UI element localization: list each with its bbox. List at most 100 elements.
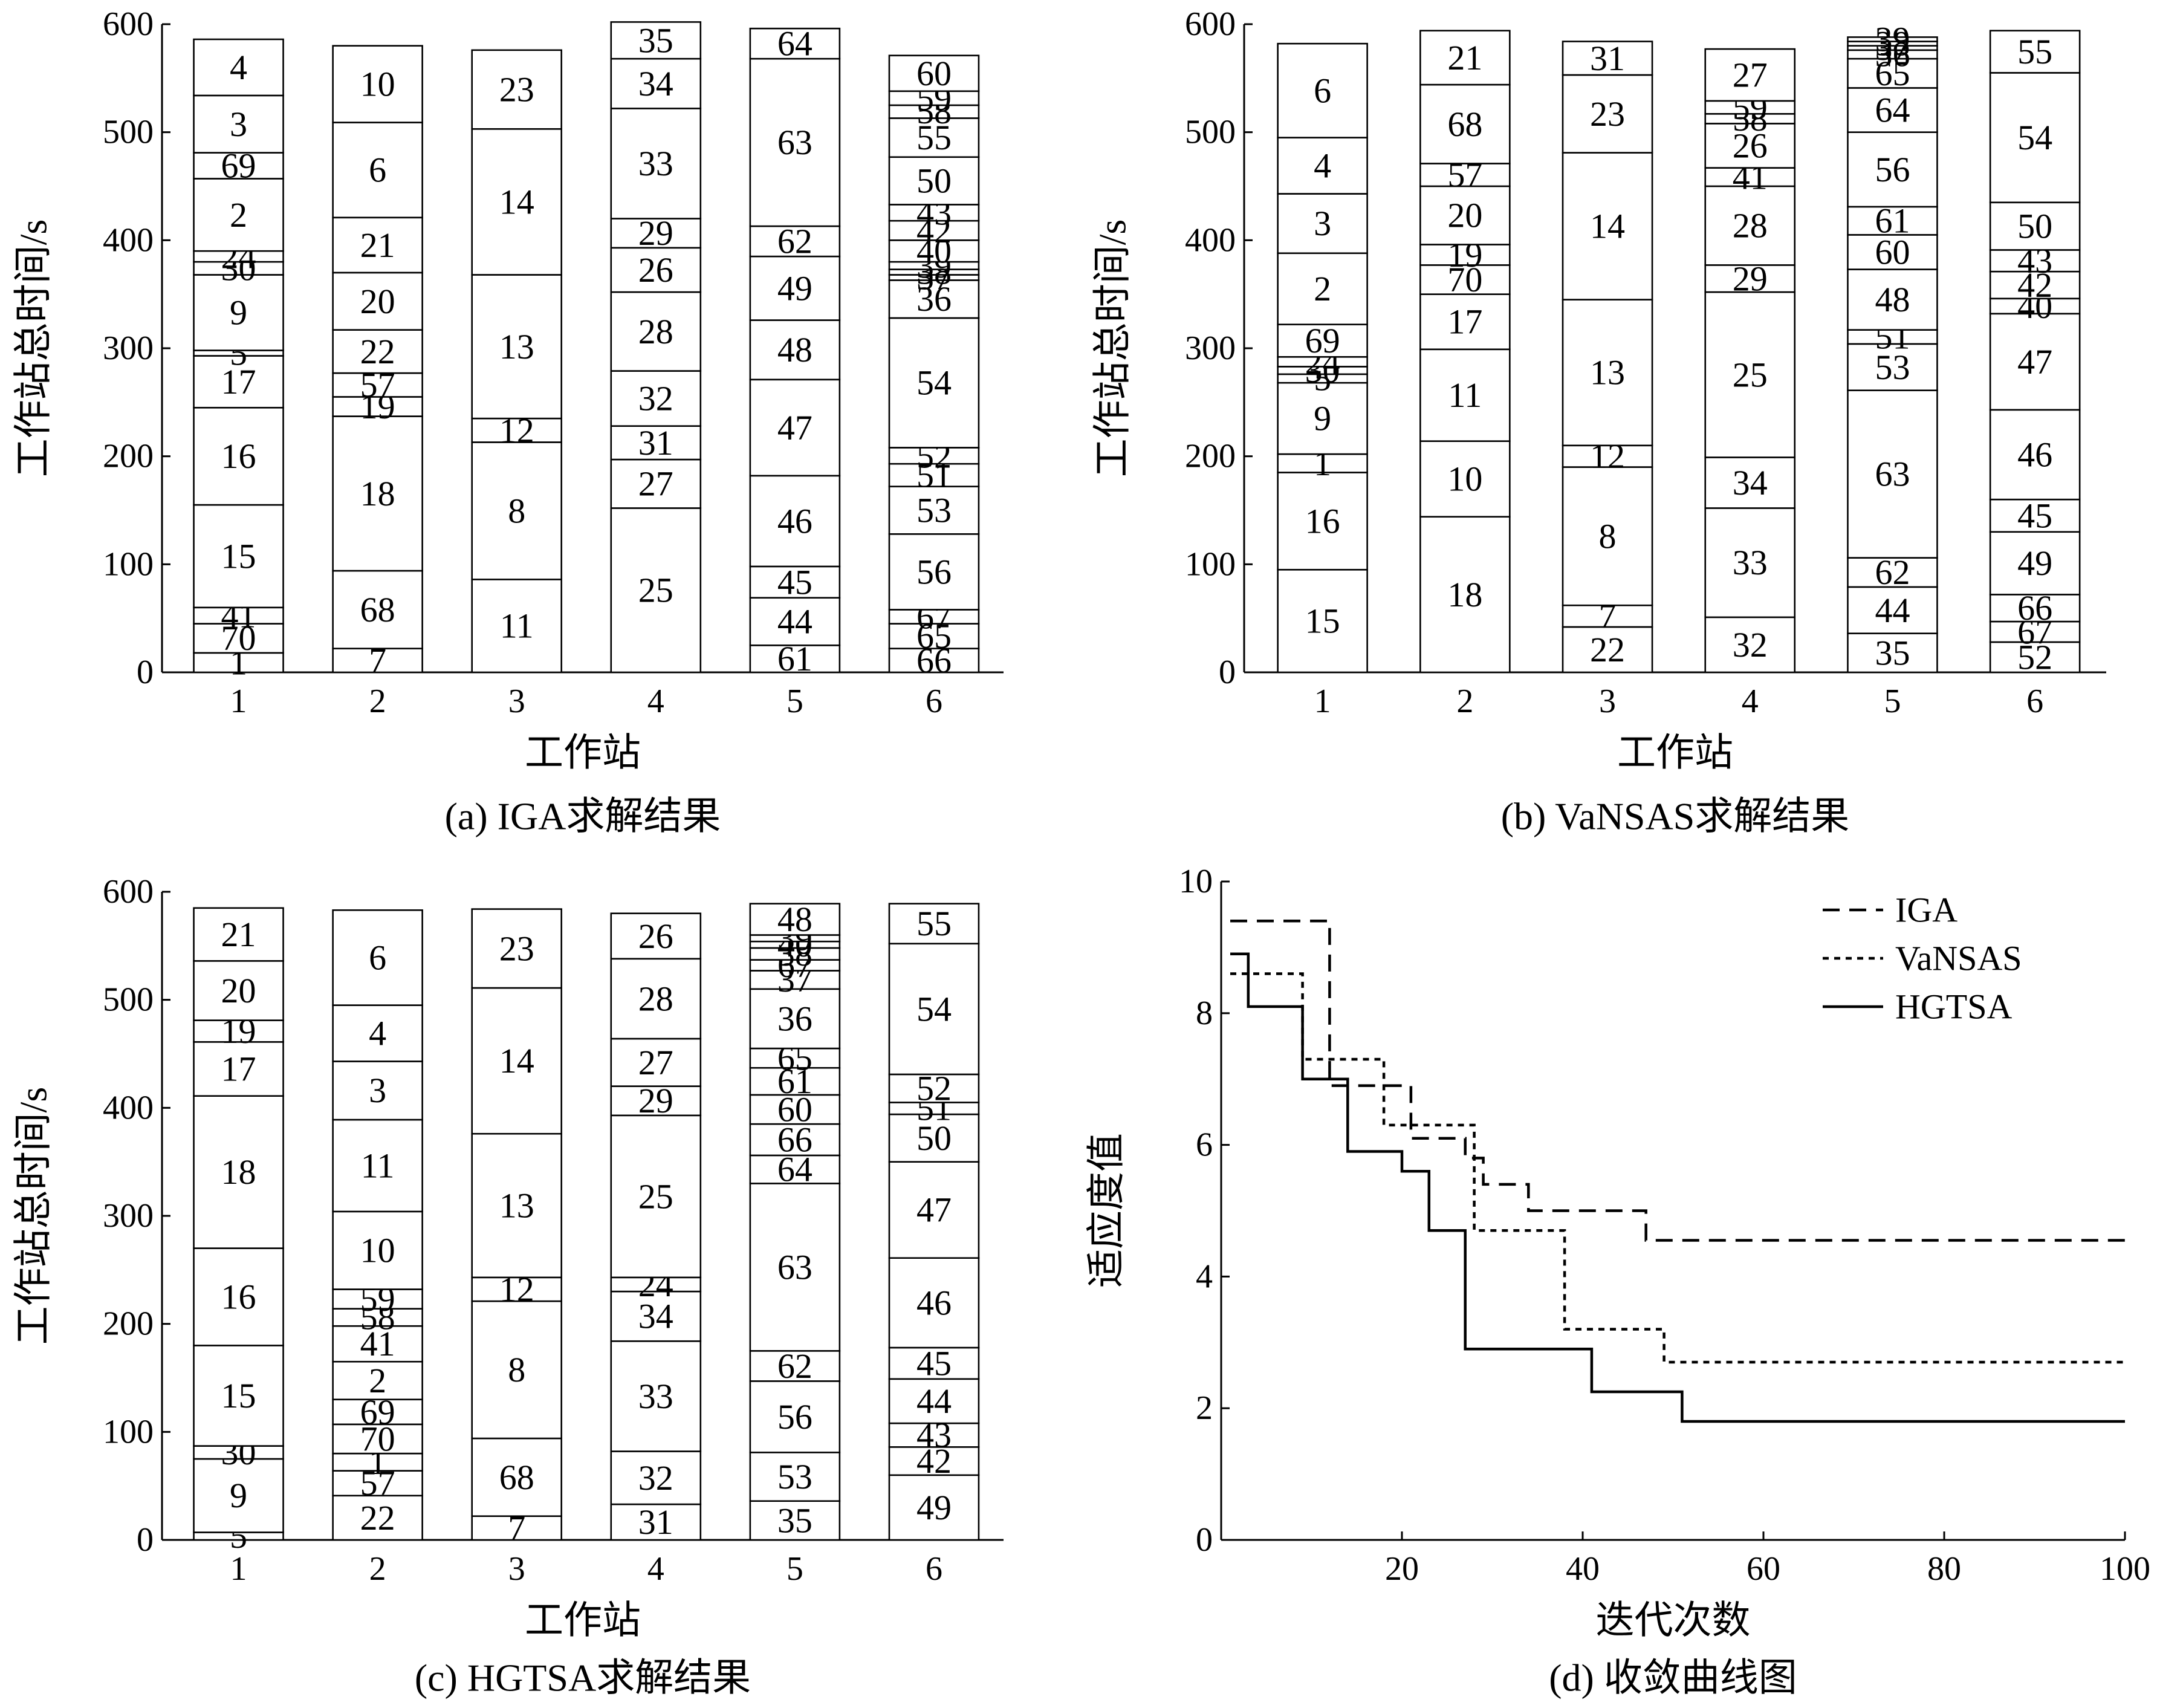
panel-b: 0 100 200 300 400 500 600 工作站 工作站总时间/s (b) VaNSAS…: [1091, 5, 2106, 838]
task-segment: [749, 1380, 841, 1453]
task-label: 68: [1447, 105, 1482, 144]
task-label: 68: [499, 1458, 534, 1497]
task-segment: [610, 425, 702, 461]
y-axis-label: 适应度值: [1085, 1133, 1128, 1288]
task-segment: [610, 370, 702, 427]
task-segment: [1277, 323, 1368, 358]
task-segment: [749, 1183, 841, 1352]
task-segment: [471, 1515, 563, 1541]
task-label: 46: [777, 501, 813, 541]
task-label: 62: [777, 222, 813, 261]
panel-caption: (d) 收敛曲线图: [1549, 1657, 1797, 1700]
y-tick-label: 200: [103, 438, 154, 475]
task-segment: [1704, 616, 1796, 674]
task-label: 13: [499, 327, 534, 366]
task-segment: [1704, 48, 1796, 102]
task-segment: [749, 988, 841, 1050]
series-line-hgtsa: [1230, 952, 2125, 1423]
task-segment: [1989, 30, 2081, 74]
task-segment: [332, 396, 423, 417]
task-label: 21: [1447, 38, 1482, 77]
task-label: 37: [1875, 28, 1910, 68]
task-segment: [471, 417, 563, 443]
task-segment: [193, 274, 284, 351]
task-label: 45: [2017, 496, 2052, 535]
task-label: 64: [1875, 91, 1910, 130]
task-segment: [1847, 57, 1938, 89]
task-segment: [193, 1458, 284, 1533]
task-segment: [193, 606, 284, 625]
task-segment: [471, 49, 563, 130]
task-label: 34: [1733, 463, 1768, 502]
task-segment: [1847, 131, 1938, 208]
task-segment: [1419, 440, 1511, 518]
task-label: 22: [360, 1498, 395, 1538]
task-label: 3: [230, 105, 247, 144]
task-label: 11: [361, 1146, 395, 1185]
task-segment: [749, 565, 841, 599]
y-tick-label: 2: [1196, 1389, 1213, 1427]
task-label: 20: [1447, 196, 1482, 235]
task-label: 54: [2017, 118, 2052, 157]
task-label: 32: [638, 1458, 673, 1498]
task-segment: [332, 1119, 423, 1213]
task-label: 36: [777, 999, 813, 1038]
task-segment: [749, 27, 841, 60]
task-label: 35: [777, 1501, 813, 1540]
task-label: 53: [1875, 348, 1910, 387]
task-segment: [610, 1114, 702, 1279]
task-segment: [193, 1041, 284, 1097]
task-label: 21: [221, 915, 256, 954]
task-segment: [610, 1037, 702, 1087]
task-label: 38: [1875, 24, 1910, 63]
task-label: 4: [1314, 146, 1331, 186]
task-segment: [1989, 201, 2081, 251]
y-tick-label: 600: [1185, 5, 1236, 43]
task-label: 70: [221, 619, 256, 658]
task-segment: [471, 1437, 563, 1517]
task-segment: [1562, 626, 1653, 674]
task-label: 8: [508, 1350, 525, 1389]
task-label: 55: [916, 904, 952, 943]
x-tick-label: 1: [1314, 683, 1331, 720]
task-segment: [1847, 206, 1938, 236]
task-segment: [1419, 293, 1511, 351]
task-segment: [1847, 268, 1938, 331]
station-bar-6: 6666567565351525436373839404243505558596…: [888, 54, 980, 720]
task-label: 56: [777, 1397, 813, 1437]
task-label: 46: [916, 1283, 952, 1322]
legend-label: IGA: [1895, 891, 1958, 930]
task-segment: [1847, 632, 1938, 674]
task-segment: [888, 219, 980, 241]
task-label: 54: [916, 989, 952, 1028]
task-label: 16: [1305, 501, 1340, 541]
task-segment: [888, 1474, 980, 1541]
task-segment: [1562, 444, 1653, 468]
task-segment: [332, 1325, 423, 1363]
y-tick-label: 0: [137, 1521, 154, 1559]
task-label: 63: [777, 1247, 813, 1287]
task-label: 52: [2017, 637, 2052, 677]
task-label: 35: [638, 21, 673, 60]
task-segment: [332, 1495, 423, 1541]
task-label: 16: [221, 437, 256, 476]
task-segment: [193, 504, 284, 609]
y-axis-label: 工作站总时间/s: [12, 219, 55, 478]
task-label: 68: [360, 590, 395, 629]
task-segment: [193, 94, 284, 154]
task-segment: [888, 1378, 980, 1424]
task-label: 47: [916, 1190, 952, 1230]
task-segment: [332, 1288, 423, 1310]
task-segment: [888, 117, 980, 158]
task-segment: [1562, 74, 1653, 154]
task-segment: [610, 458, 702, 509]
task-label: 32: [638, 379, 673, 418]
task-label: 31: [638, 423, 673, 463]
task-segment: [471, 908, 563, 989]
